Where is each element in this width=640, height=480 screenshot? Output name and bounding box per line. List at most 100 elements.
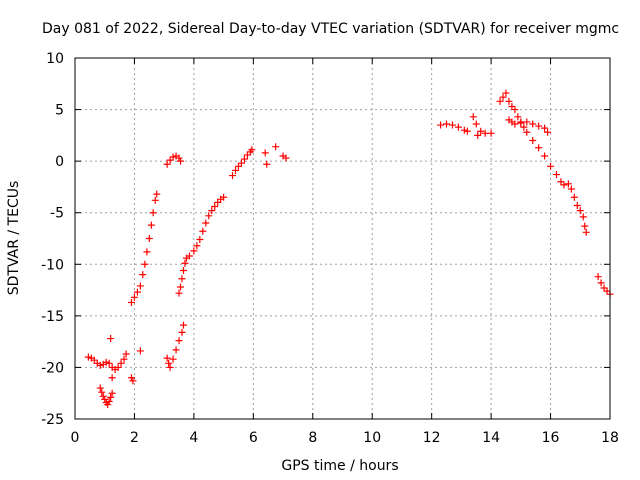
x-tick-label: 12 (423, 430, 441, 446)
series-arc8 (229, 146, 256, 180)
data-point (594, 273, 602, 281)
y-tick-label: 5 (55, 103, 64, 119)
data-point (573, 201, 581, 209)
chart-title: Day 081 of 2022, Sidereal Day-to-day VTE… (42, 21, 619, 37)
data-point (597, 279, 605, 287)
data-point (145, 235, 153, 242)
data-point (105, 359, 113, 367)
series-arc2 (96, 384, 116, 409)
data-point (469, 113, 477, 121)
plot-frame (74, 57, 611, 420)
y-tick-label: 10 (46, 51, 64, 67)
data-point (220, 193, 228, 201)
data-point (141, 260, 149, 268)
data-point (511, 120, 519, 128)
series-arc11 (469, 113, 495, 139)
data-point (517, 119, 525, 127)
data-point (535, 122, 543, 130)
data-point (477, 127, 485, 135)
x-tick-labels: 0 2 4 6 8 10 12 14 16 18 (71, 430, 619, 446)
data-point (129, 377, 137, 385)
data-point (505, 97, 513, 105)
data-point (214, 198, 222, 206)
series-arc7 (175, 193, 228, 297)
data-point (153, 190, 161, 198)
series-arc1 (84, 350, 130, 373)
data-point (576, 207, 584, 215)
y-tick-label: -25 (41, 412, 64, 428)
data-point (205, 212, 213, 220)
data-point (553, 171, 560, 179)
data-point (443, 120, 451, 128)
data-point (511, 106, 519, 114)
data-point (523, 128, 531, 136)
data-point (102, 358, 110, 366)
series-arc12 (496, 89, 568, 189)
data-point (234, 162, 242, 170)
data-point (190, 247, 198, 255)
data-point (282, 154, 290, 162)
x-tick-label: 8 (308, 430, 317, 446)
series-arc5 (163, 152, 185, 168)
data-point (96, 384, 104, 392)
series-arc3 (107, 335, 144, 385)
data-point (463, 127, 471, 135)
data-point (263, 160, 271, 168)
data-point (529, 137, 537, 145)
data-point (460, 126, 468, 134)
data-point (108, 389, 116, 397)
data-point (133, 288, 141, 296)
data-point (179, 321, 187, 329)
data-point (487, 129, 495, 137)
data-point (177, 283, 185, 291)
data-point (175, 337, 183, 345)
data-point (120, 355, 128, 363)
data-point (582, 228, 590, 236)
data-point (107, 335, 115, 343)
data-point (151, 196, 159, 204)
y-tick-label: -10 (41, 257, 64, 273)
data-point (136, 347, 144, 355)
data-point (523, 118, 531, 126)
data-point (179, 266, 187, 274)
data-point (147, 221, 155, 229)
data-point (90, 356, 98, 364)
data-point (185, 252, 193, 260)
data-point (166, 363, 174, 371)
data-point (557, 178, 565, 186)
data-point (535, 144, 543, 152)
data-point (169, 153, 177, 161)
data-point (474, 131, 482, 139)
data-point (579, 213, 587, 221)
data-point (169, 355, 177, 363)
data-point (208, 207, 216, 215)
data-point (107, 393, 115, 401)
data-point (581, 222, 589, 230)
x-tick-label: 14 (482, 430, 500, 446)
data-point (243, 151, 251, 159)
data-point (560, 181, 568, 189)
series-arc13 (505, 116, 552, 136)
data-point (437, 121, 445, 129)
data-point (117, 359, 125, 367)
data-point (149, 209, 157, 217)
data-point (181, 259, 189, 267)
y-tick-label: 0 (55, 154, 64, 170)
x-axis-label: GPS time / hours (281, 458, 398, 474)
data-point (529, 120, 537, 128)
data-point (567, 185, 575, 193)
data-point (163, 160, 171, 168)
data-point (105, 397, 113, 405)
data-point (196, 236, 204, 244)
data-point (136, 282, 144, 290)
data-point (177, 157, 185, 165)
data-point (143, 248, 151, 256)
data-point (248, 146, 256, 154)
data-point (544, 128, 552, 136)
series-arc10 (437, 120, 471, 135)
y-axis-label: SDTVAR / TECUs (6, 181, 22, 296)
data-point (178, 275, 186, 283)
data-point (122, 350, 130, 358)
data-point (127, 374, 135, 382)
data-point (199, 227, 207, 235)
